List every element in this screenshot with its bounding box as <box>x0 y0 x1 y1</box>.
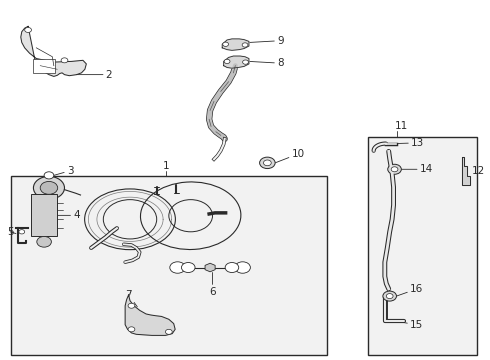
Polygon shape <box>21 26 86 76</box>
Polygon shape <box>125 295 175 336</box>
Circle shape <box>388 164 401 174</box>
Text: 15: 15 <box>394 320 423 330</box>
Text: 4: 4 <box>57 210 80 220</box>
Circle shape <box>44 172 54 179</box>
Bar <box>11 176 326 355</box>
Circle shape <box>128 303 135 308</box>
Bar <box>368 137 477 355</box>
Text: 14: 14 <box>401 164 433 174</box>
Text: 1: 1 <box>163 161 170 171</box>
Text: 9: 9 <box>249 36 284 46</box>
Circle shape <box>37 237 51 247</box>
Circle shape <box>242 43 248 47</box>
Circle shape <box>128 327 135 332</box>
Circle shape <box>19 230 25 234</box>
Circle shape <box>386 294 393 298</box>
Text: 12: 12 <box>472 166 486 176</box>
Text: 6: 6 <box>209 273 216 297</box>
Circle shape <box>391 167 398 172</box>
Circle shape <box>40 181 58 194</box>
Bar <box>33 59 55 73</box>
Circle shape <box>24 27 31 32</box>
Text: 7: 7 <box>125 290 137 307</box>
Text: 16: 16 <box>396 284 423 296</box>
Text: 5: 5 <box>7 227 16 237</box>
Circle shape <box>235 262 250 273</box>
Circle shape <box>170 262 185 273</box>
Circle shape <box>33 176 65 199</box>
Circle shape <box>224 59 230 64</box>
Text: 13: 13 <box>395 138 424 148</box>
Text: 3: 3 <box>54 166 74 176</box>
Circle shape <box>181 262 195 273</box>
Polygon shape <box>224 56 249 68</box>
Circle shape <box>61 58 68 63</box>
Polygon shape <box>462 157 470 185</box>
Circle shape <box>260 157 275 168</box>
Bar <box>31 194 57 237</box>
Text: 8: 8 <box>249 58 284 68</box>
Polygon shape <box>222 39 249 50</box>
Circle shape <box>223 42 228 46</box>
Circle shape <box>264 160 271 166</box>
Circle shape <box>225 262 239 273</box>
Text: 11: 11 <box>394 121 408 131</box>
Circle shape <box>383 291 396 301</box>
Text: 2: 2 <box>76 69 112 80</box>
Circle shape <box>243 60 248 64</box>
Text: 10: 10 <box>275 149 305 163</box>
Circle shape <box>166 329 172 334</box>
